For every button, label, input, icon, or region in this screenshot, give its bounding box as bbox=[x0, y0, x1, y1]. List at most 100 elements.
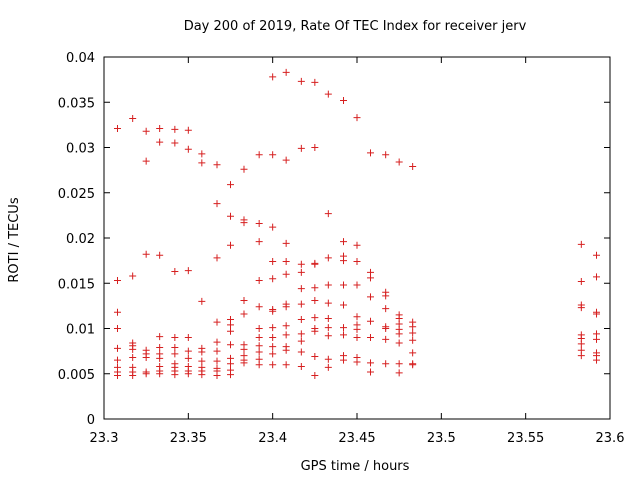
data-point bbox=[593, 310, 601, 318]
data-point bbox=[282, 361, 290, 369]
data-point bbox=[113, 325, 121, 332]
data-point bbox=[269, 73, 277, 81]
data-point bbox=[240, 345, 248, 353]
x-tick-label: 23.4 bbox=[258, 431, 287, 446]
data-point bbox=[382, 151, 390, 159]
data-point bbox=[593, 251, 601, 259]
data-point bbox=[184, 370, 192, 378]
data-point bbox=[113, 277, 121, 285]
data-point bbox=[255, 277, 263, 285]
data-point bbox=[409, 323, 417, 331]
data-point bbox=[366, 359, 374, 367]
data-point bbox=[156, 124, 164, 132]
data-point bbox=[171, 350, 179, 358]
data-point bbox=[577, 340, 585, 348]
data-point bbox=[340, 301, 348, 309]
data-point bbox=[213, 347, 221, 355]
data-point bbox=[198, 297, 206, 305]
y-axis-ticks: 0 0.005 0.01 0.015 0.02 0.025 0.03 0.035 0.04 bbox=[58, 51, 610, 428]
data-point bbox=[113, 372, 121, 380]
data-point bbox=[269, 151, 277, 159]
data-point bbox=[366, 334, 374, 342]
data-point bbox=[366, 274, 374, 282]
data-point bbox=[311, 78, 319, 86]
data-point bbox=[227, 360, 234, 368]
data-point bbox=[577, 352, 585, 360]
x-tick-label: 23.55 bbox=[507, 431, 544, 446]
data-point bbox=[297, 300, 305, 308]
data-point bbox=[198, 348, 206, 356]
data-point bbox=[297, 285, 305, 293]
x-tick-label: 23.35 bbox=[170, 431, 207, 446]
data-point bbox=[324, 210, 332, 218]
data-point bbox=[213, 254, 221, 262]
data-point bbox=[395, 360, 403, 368]
data-point bbox=[240, 359, 248, 367]
x-tick-label: 23.3 bbox=[90, 431, 119, 446]
data-point bbox=[171, 267, 179, 275]
data-point bbox=[577, 304, 585, 312]
data-point bbox=[269, 223, 277, 231]
data-point bbox=[282, 156, 290, 164]
data-point bbox=[311, 372, 319, 380]
data-point bbox=[255, 361, 263, 369]
data-point bbox=[340, 96, 348, 104]
data-point bbox=[156, 251, 164, 259]
data-point bbox=[156, 333, 164, 341]
data-point bbox=[297, 268, 305, 276]
data-point bbox=[395, 339, 403, 347]
data-point bbox=[227, 341, 234, 349]
data-point bbox=[171, 125, 179, 133]
data-point bbox=[156, 344, 164, 352]
data-point bbox=[240, 165, 248, 173]
data-point bbox=[382, 305, 390, 313]
data-points bbox=[113, 68, 601, 380]
data-point bbox=[353, 241, 361, 249]
data-point bbox=[142, 157, 150, 165]
chart-title: Day 200 of 2019, Rate Of TEC Index for r… bbox=[184, 19, 527, 34]
data-point bbox=[198, 371, 206, 379]
data-point bbox=[156, 138, 164, 146]
data-point bbox=[156, 370, 164, 378]
data-point bbox=[577, 277, 585, 285]
data-point bbox=[213, 318, 221, 326]
data-point bbox=[311, 260, 319, 268]
data-point bbox=[227, 212, 234, 220]
data-point bbox=[184, 267, 192, 275]
data-point bbox=[324, 324, 332, 332]
data-point bbox=[255, 334, 263, 342]
data-point bbox=[184, 126, 192, 134]
y-tick-label: 0.035 bbox=[58, 96, 95, 111]
data-point bbox=[366, 317, 374, 325]
data-point bbox=[213, 338, 221, 346]
data-point bbox=[269, 275, 277, 283]
data-point bbox=[129, 372, 137, 380]
data-point bbox=[198, 150, 206, 158]
data-point bbox=[297, 144, 305, 152]
data-point bbox=[353, 281, 361, 289]
data-point bbox=[171, 139, 179, 147]
data-point bbox=[297, 77, 305, 85]
data-point bbox=[311, 296, 319, 304]
data-point bbox=[282, 270, 290, 278]
data-point bbox=[255, 348, 263, 356]
data-point bbox=[409, 349, 417, 357]
data-point bbox=[353, 114, 361, 122]
data-point bbox=[409, 336, 417, 344]
data-point bbox=[382, 335, 390, 343]
data-point bbox=[297, 363, 305, 371]
data-point bbox=[282, 239, 290, 247]
data-point bbox=[297, 330, 305, 338]
data-point bbox=[142, 370, 150, 378]
x-axis-label: GPS time / hours bbox=[301, 459, 410, 474]
data-point bbox=[269, 307, 277, 315]
data-point bbox=[213, 357, 221, 365]
data-point bbox=[297, 337, 305, 345]
data-point bbox=[227, 321, 234, 329]
data-point bbox=[240, 310, 248, 318]
y-tick-label: 0.015 bbox=[58, 277, 95, 292]
data-point bbox=[340, 324, 348, 332]
data-point bbox=[282, 331, 290, 339]
data-point bbox=[269, 334, 277, 342]
